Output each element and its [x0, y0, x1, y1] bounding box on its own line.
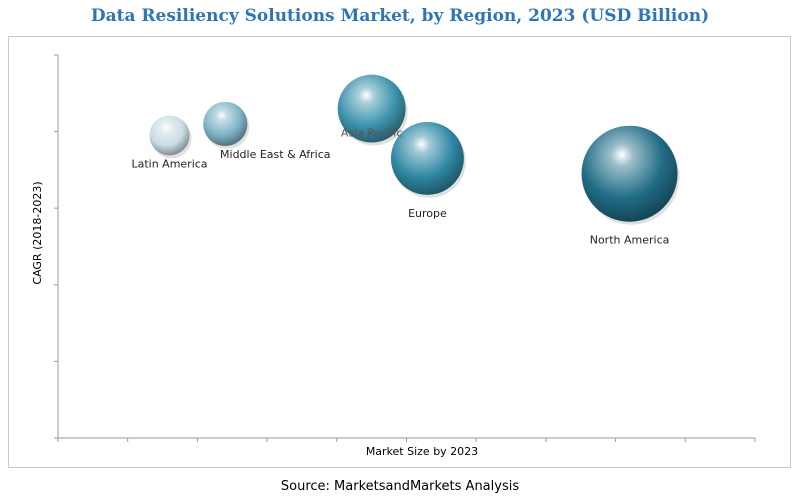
- chart-frame: [8, 36, 791, 468]
- bubble-label: North America: [590, 234, 670, 247]
- bubble-middle-east-africa: [203, 101, 248, 147]
- x-axis-title: Market Size by 2023: [366, 445, 478, 458]
- bubble-label: Asia Pacific: [341, 127, 403, 140]
- label-layer: Latin America Middle East & Africa Asia Pa…: [131, 127, 669, 247]
- bubble-label: Middle East & Africa: [220, 148, 331, 161]
- bubble-layer: [149, 74, 680, 225]
- bubble-north-america: [581, 125, 678, 222]
- bubble-asia-pacific: [337, 74, 406, 143]
- bubble-label: Europe: [408, 207, 447, 220]
- bubble-latin-america: [149, 115, 190, 156]
- source-note: Source: MarketsandMarkets Analysis: [280, 479, 520, 494]
- bubble-label: Latin America: [131, 157, 207, 170]
- bubble-europe: [390, 121, 464, 195]
- chart-axes: [54, 54, 756, 442]
- y-axis-title: CAGR (2018-2023): [31, 181, 44, 284]
- chart-title: Data Resiliency Solutions Market, by Reg…: [90, 6, 710, 26]
